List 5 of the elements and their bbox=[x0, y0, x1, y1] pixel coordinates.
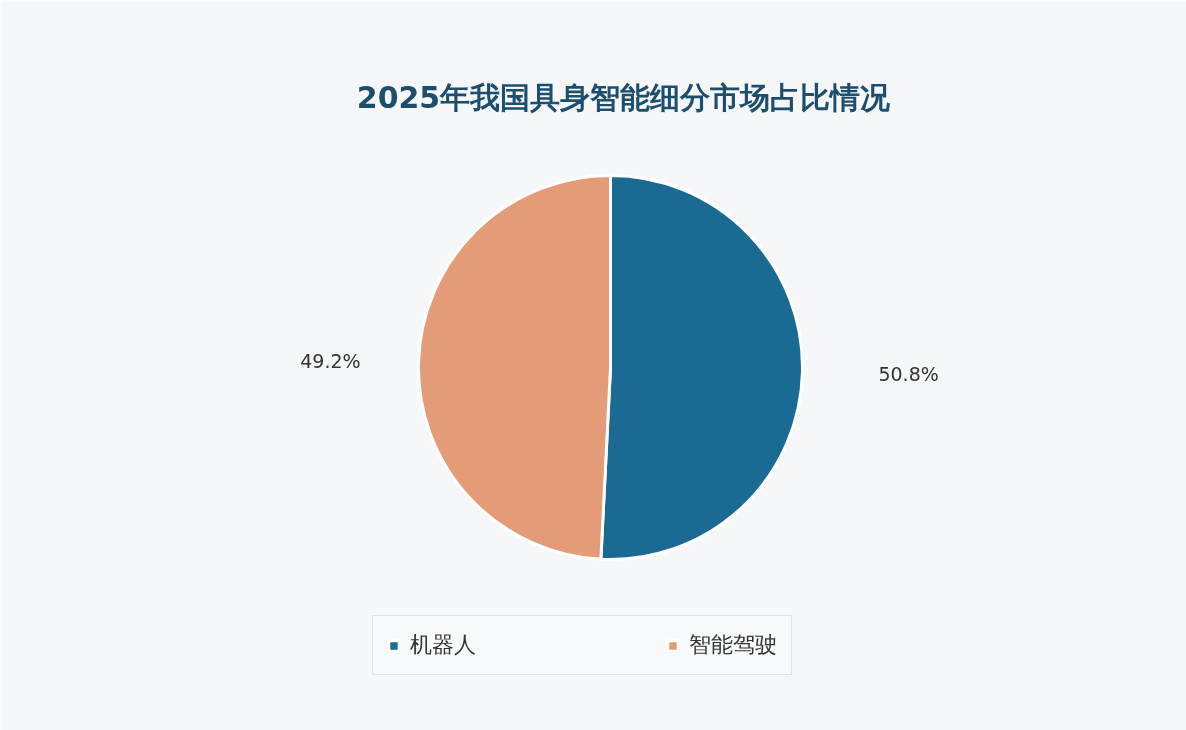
data-label: 49.2% bbox=[300, 350, 361, 373]
legend-label: 智能驾驶 bbox=[689, 631, 777, 659]
legend-label: 机器人 bbox=[410, 631, 476, 659]
data-label: 50.8% bbox=[878, 362, 939, 385]
chart-title: 2025年我国具身智能细分市场占比情况 bbox=[356, 80, 892, 115]
